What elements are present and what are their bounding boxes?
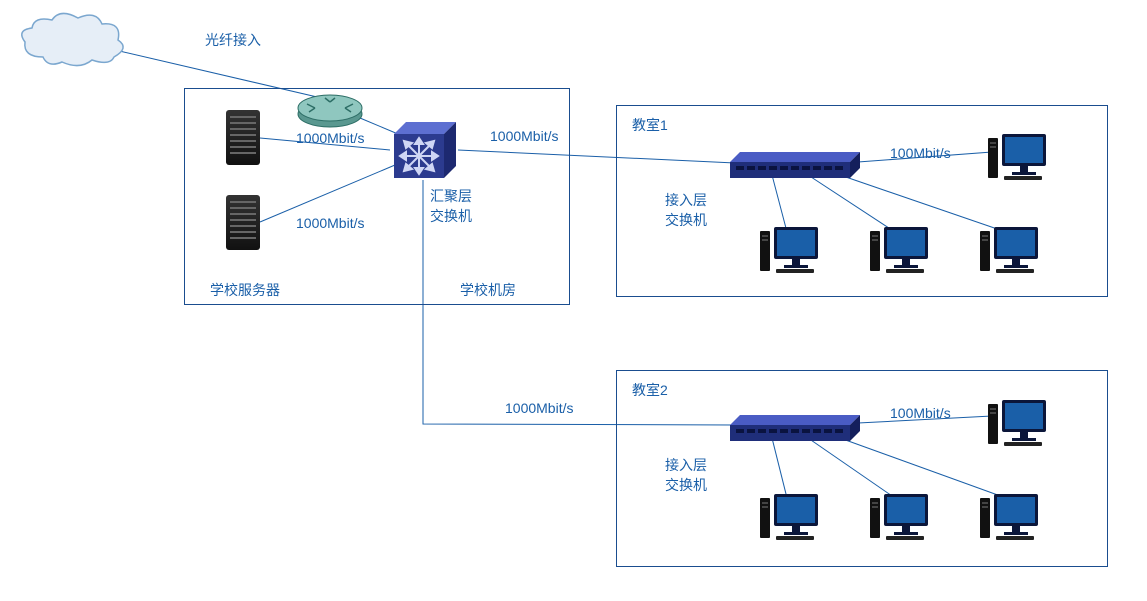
pc-icon: [760, 225, 820, 273]
server-icon: [226, 110, 260, 165]
pc-icon: [988, 398, 1048, 446]
router-icon: [295, 92, 365, 127]
school-room-label: 学校机房: [460, 280, 516, 300]
link-speed-label: 1000Mbit/s: [296, 130, 364, 146]
access-switch-icon: [730, 152, 860, 177]
pc-icon: [980, 225, 1040, 273]
core-switch-label: 汇聚层 交换机: [430, 186, 472, 226]
link-speed-label: 1000Mbit/s: [296, 215, 364, 231]
classroom1-title: 教室1: [632, 115, 668, 135]
pc-icon: [870, 225, 930, 273]
access-switch-icon: [730, 415, 860, 440]
pc-icon: [760, 492, 820, 540]
access-switch-label: 接入层 交换机: [665, 455, 707, 495]
core-switch-icon: [388, 120, 458, 180]
classroom2-title: 教室2: [632, 380, 668, 400]
server-icon: [226, 195, 260, 250]
link-speed-label: 1000Mbit/s: [505, 400, 573, 416]
link-speed-label: 1000Mbit/s: [490, 128, 558, 144]
school-server-label: 学校服务器: [210, 280, 280, 300]
pc-icon: [870, 492, 930, 540]
access-switch-label: 接入层 交换机: [665, 190, 707, 230]
diagram-canvas: 光纤接入 1000Mbit/s 1000Mbit/s 1000Mbit/s 汇聚…: [0, 0, 1147, 601]
link-speed-label: 100Mbit/s: [890, 405, 951, 421]
fiber-access-label: 光纤接入: [205, 30, 261, 50]
pc-icon: [988, 132, 1048, 180]
link-speed-label: 100Mbit/s: [890, 145, 951, 161]
internet-cloud-icon: [18, 12, 128, 67]
pc-icon: [980, 492, 1040, 540]
